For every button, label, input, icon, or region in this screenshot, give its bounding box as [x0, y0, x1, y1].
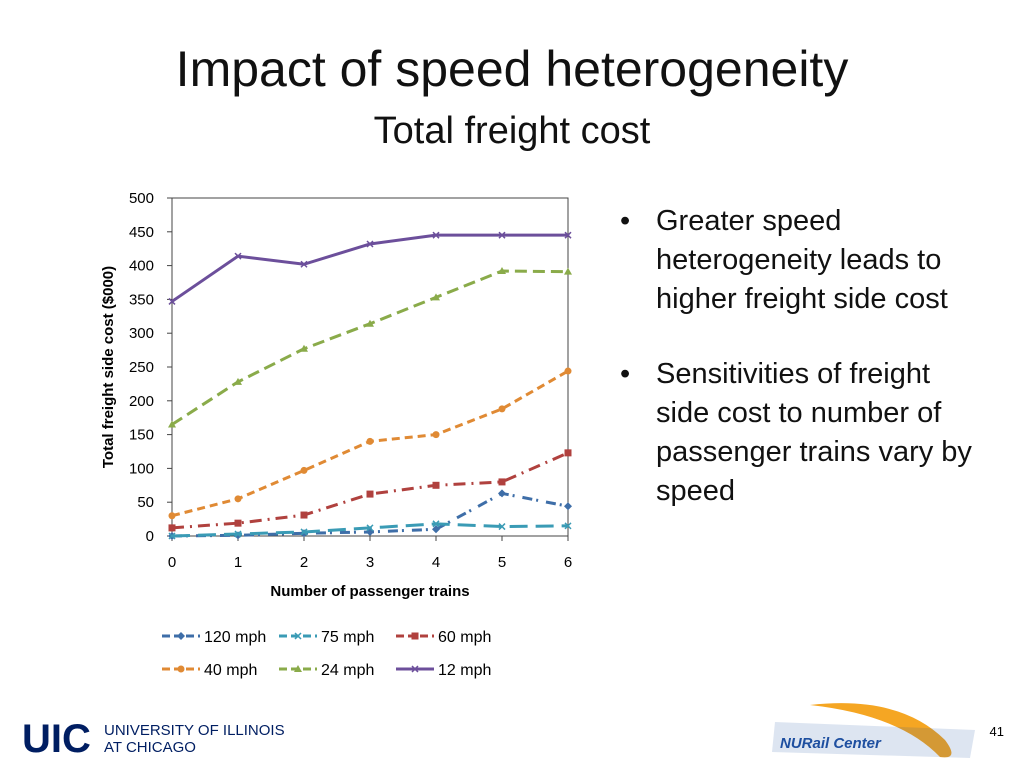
legend-label: 75 mph: [321, 629, 374, 646]
data-point: [300, 511, 308, 519]
y-tick-label: 100: [129, 460, 154, 477]
legend-marker: [294, 632, 302, 640]
y-tick-label: 50: [137, 494, 154, 511]
data-point: [564, 522, 572, 530]
legend-label: 60 mph: [438, 629, 491, 646]
data-point: [564, 231, 572, 239]
data-point: [168, 420, 176, 428]
data-point: [498, 231, 506, 239]
y-tick-label: 350: [129, 291, 154, 308]
y-tick-label: 150: [129, 427, 154, 444]
data-point: [564, 267, 572, 275]
data-point: [432, 525, 440, 534]
x-tick-label: 4: [432, 554, 440, 571]
bullet-list: • Greater speed heterogeneity leads to hi…: [620, 202, 980, 547]
x-tick-label: 1: [234, 554, 242, 571]
x-tick-label: 5: [498, 554, 506, 571]
y-tick-label: 450: [129, 224, 154, 241]
data-point: [432, 293, 440, 301]
data-point: [432, 231, 440, 239]
data-point: [300, 466, 308, 474]
nurail-logo: NURail Center: [772, 703, 975, 758]
data-point: [234, 519, 242, 527]
bullet-item: • Sensitivities of freight side cost to n…: [620, 358, 972, 507]
series-line: [171, 269, 569, 426]
legend-marker: [177, 632, 185, 640]
y-tick-label: 300: [129, 325, 154, 342]
data-point: [564, 449, 572, 457]
data-point: [234, 530, 242, 538]
data-point: [234, 377, 242, 385]
data-point: [366, 437, 374, 445]
data-point: [300, 528, 308, 536]
slide-subtitle: Total freight cost: [373, 110, 651, 152]
data-point: [168, 297, 176, 305]
legend-marker: [411, 632, 419, 640]
data-point: [432, 431, 440, 439]
y-tick-label: 200: [129, 393, 154, 410]
y-tick-label: 250: [129, 359, 154, 376]
data-point: [366, 490, 374, 498]
data-point: [366, 240, 374, 248]
slide-title: Impact of speed heterogeneity: [175, 41, 849, 97]
data-point: [234, 252, 242, 260]
legend-label: 24 mph: [321, 662, 374, 679]
data-point: [498, 405, 506, 413]
legend-marker: [177, 665, 185, 673]
data-point: [300, 260, 308, 268]
data-point: [168, 512, 176, 520]
data-point: [564, 367, 572, 375]
y-tick-label: 500: [129, 190, 154, 207]
y-tick-label: 400: [129, 258, 154, 275]
svg-text:AT CHICAGO: AT CHICAGO: [104, 739, 196, 756]
data-point: [234, 495, 242, 503]
x-tick-label: 6: [564, 554, 572, 571]
legend-marker: [411, 665, 419, 673]
x-axis-label: Number of passenger trains: [270, 583, 469, 600]
bullet-item: • Greater speed heterogeneity leads to hi…: [620, 205, 948, 315]
data-point: [168, 524, 176, 532]
svg-text:UIC: UIC: [22, 717, 91, 761]
data-point: [432, 481, 440, 489]
data-point: [300, 344, 308, 352]
svg-text:UNIVERSITY OF ILLINOIS: UNIVERSITY OF ILLINOIS: [104, 722, 285, 739]
data-point: [168, 532, 176, 540]
legend-marker: [294, 665, 302, 672]
x-tick-label: 2: [300, 554, 308, 571]
y-axis-label: Total freight side cost ($000): [100, 266, 117, 468]
series-line: [171, 451, 569, 530]
x-tick-label: 0: [168, 554, 176, 571]
uic-logo: UIC UNIVERSITY OF ILLINOIS AT CHICAGO: [22, 717, 285, 761]
plot-area: [171, 197, 569, 537]
data-point: [498, 523, 506, 531]
x-tick-label: 3: [366, 554, 374, 571]
data-point: [498, 267, 506, 275]
svg-text:NURail Center: NURail Center: [780, 735, 882, 752]
data-point: [432, 520, 440, 528]
page-number: 41: [989, 724, 1004, 739]
series-line: [171, 233, 568, 303]
data-point: [564, 502, 572, 511]
legend-label: 120 mph: [204, 629, 266, 646]
data-point: [498, 478, 506, 486]
legend-label: 40 mph: [204, 662, 257, 679]
y-tick-label: 0: [146, 528, 154, 545]
data-point: [366, 319, 374, 327]
data-point: [366, 524, 374, 532]
data-point: [498, 489, 506, 498]
legend-label: 12 mph: [438, 662, 491, 679]
